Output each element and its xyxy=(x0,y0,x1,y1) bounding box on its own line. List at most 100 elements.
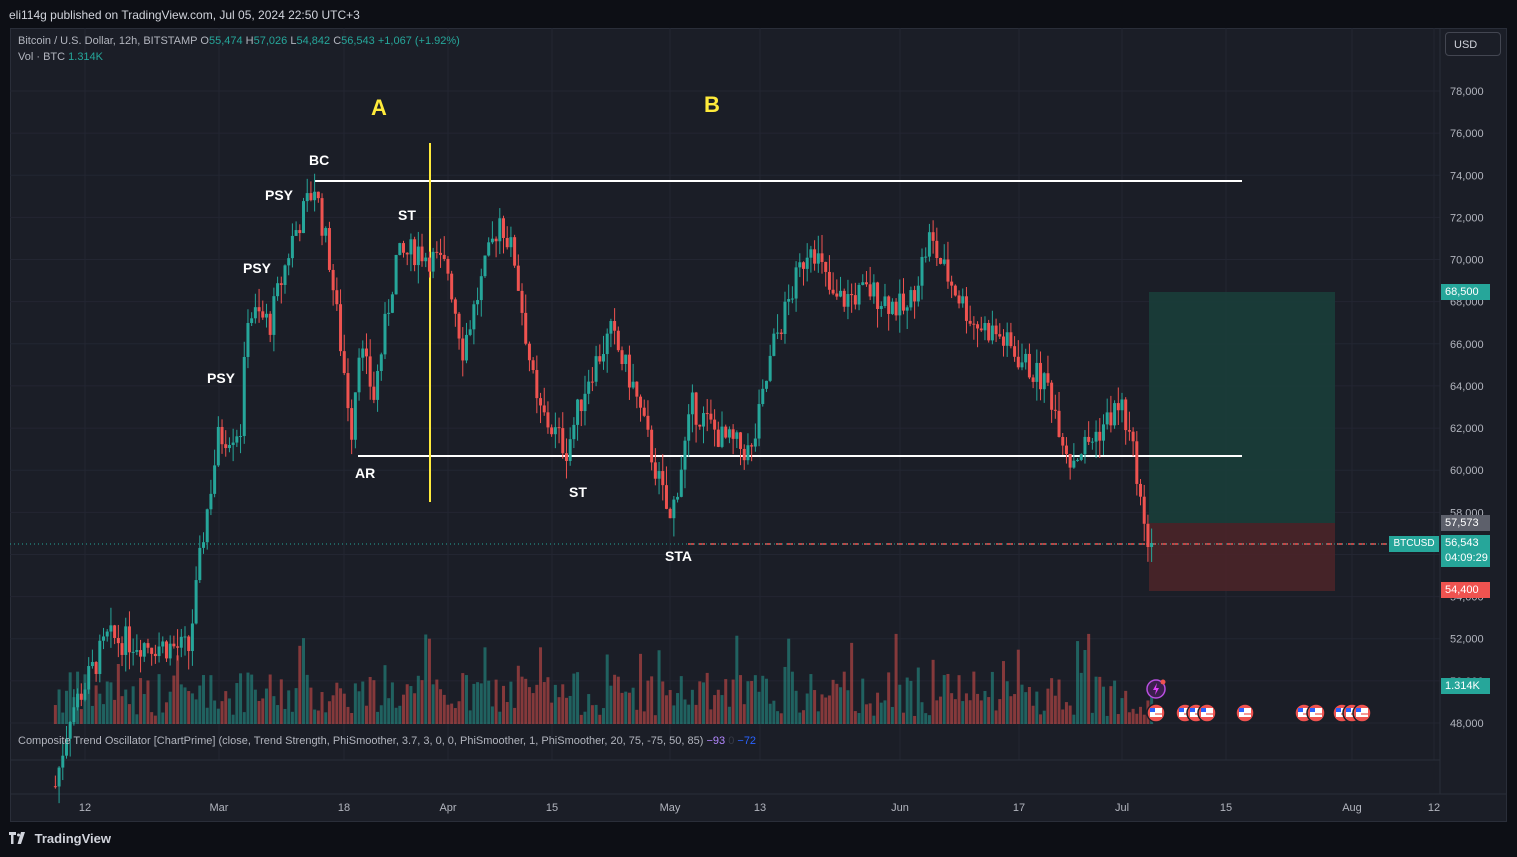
earnings-event-icon[interactable] xyxy=(1146,679,1166,699)
volume-tag: 1.314K xyxy=(1441,678,1490,694)
us-flag-event-icon[interactable] xyxy=(1146,703,1166,723)
volume-bar xyxy=(379,705,383,724)
candle-body xyxy=(705,413,709,415)
volume-bar xyxy=(468,710,472,724)
symbol-description[interactable]: Bitcoin / U.S. Dollar, 12h, BITSTAMP xyxy=(18,35,198,47)
candle-body xyxy=(979,328,983,331)
volume-bar xyxy=(1120,698,1124,724)
volume-bar xyxy=(1016,649,1020,724)
volume-bar xyxy=(398,705,402,724)
volume-bar xyxy=(527,687,531,724)
candle-body xyxy=(668,508,672,519)
psy-label-1: PSY xyxy=(207,370,236,386)
candle-body xyxy=(950,281,954,286)
volume-bar xyxy=(1027,686,1031,724)
price-axis-label: 74,000 xyxy=(1450,170,1484,182)
candle-body xyxy=(590,381,594,383)
volume-bar xyxy=(594,704,598,724)
volume-bar xyxy=(90,705,94,724)
candle-body xyxy=(783,301,787,334)
volume-bar xyxy=(650,676,654,724)
candle-body xyxy=(1135,441,1139,484)
candle-body xyxy=(1105,412,1109,425)
candle-body xyxy=(553,427,557,435)
volume-bar xyxy=(298,645,302,724)
volume-bar xyxy=(276,705,280,724)
volume-bar xyxy=(1042,710,1046,724)
volume-bar xyxy=(779,713,783,724)
volume-bar xyxy=(1094,676,1098,724)
volume-bar xyxy=(453,708,457,724)
candle-body xyxy=(850,294,854,296)
volume-bar xyxy=(809,674,813,724)
volume-bar xyxy=(598,714,602,724)
time-axis-label: 18 xyxy=(338,802,350,814)
us-flag-event-icon[interactable] xyxy=(1235,703,1255,723)
candle-body xyxy=(576,399,580,425)
candle-body xyxy=(516,265,520,291)
candle-body xyxy=(64,738,68,756)
candle-body xyxy=(846,294,850,307)
volume-bar xyxy=(1113,680,1117,724)
volume-bar xyxy=(198,685,202,724)
candle-body xyxy=(713,419,717,430)
target-zone xyxy=(1149,292,1335,523)
candle-body xyxy=(698,424,702,427)
time-axis-label: 12 xyxy=(1428,802,1440,814)
us-flag-event-icon[interactable] xyxy=(1352,703,1372,723)
candle-body xyxy=(242,356,246,437)
volume-bar xyxy=(1090,712,1094,724)
candle-body xyxy=(276,283,280,297)
volume-bar xyxy=(283,708,287,724)
candle-body xyxy=(146,643,150,648)
candle-body xyxy=(1124,399,1128,431)
volume-bar xyxy=(416,675,420,724)
currency-button[interactable]: USD xyxy=(1445,32,1501,56)
candle-body xyxy=(1042,373,1046,390)
volume-bar xyxy=(124,689,128,724)
volume-bar xyxy=(957,675,961,724)
volume-bar xyxy=(935,700,939,724)
volume-bar xyxy=(753,675,757,724)
price-axis-label: 76,000 xyxy=(1450,128,1484,140)
candle-body xyxy=(709,413,713,420)
candle-body xyxy=(939,258,943,264)
candle-body xyxy=(598,356,602,362)
us-flag-event-icon[interactable] xyxy=(1306,703,1326,723)
volume-bar xyxy=(620,692,624,724)
volume-bar xyxy=(916,667,920,724)
candle-body xyxy=(1150,543,1154,548)
candle-body xyxy=(513,237,517,266)
oscillator-legend[interactable]: Composite Trend Oscillator [ChartPrime] … xyxy=(18,735,756,747)
candle-body xyxy=(457,313,461,339)
volume-bar xyxy=(116,663,120,724)
candle-body xyxy=(1146,523,1150,548)
volume-bar xyxy=(776,711,780,724)
volume-bar xyxy=(783,666,787,724)
volume-bar xyxy=(231,714,235,724)
volume-bar xyxy=(876,692,880,724)
candle-body xyxy=(150,647,154,654)
candle-body xyxy=(972,323,976,325)
candle-body xyxy=(1142,496,1146,524)
low-value: 54,842 xyxy=(296,35,331,47)
tradingview-logo: TradingView xyxy=(9,831,111,846)
volume-bar xyxy=(557,697,561,724)
volume-bar xyxy=(1109,686,1113,724)
volume-bar xyxy=(305,674,309,724)
candle-body xyxy=(309,193,313,201)
volume-bar xyxy=(524,678,528,724)
volume-bar xyxy=(864,704,868,724)
us-flag-event-icon[interactable] xyxy=(1197,703,1217,723)
volume-bar xyxy=(772,700,776,724)
volume-bar xyxy=(431,684,435,724)
volume-bar xyxy=(761,675,765,724)
volume-bar xyxy=(227,698,231,724)
volume-bar xyxy=(724,679,728,724)
candle-body xyxy=(235,436,239,443)
candle-body xyxy=(890,301,894,314)
time-axis-label: Mar xyxy=(210,802,229,814)
candle-body xyxy=(476,300,480,305)
price-axis-label: 64,000 xyxy=(1450,381,1484,393)
